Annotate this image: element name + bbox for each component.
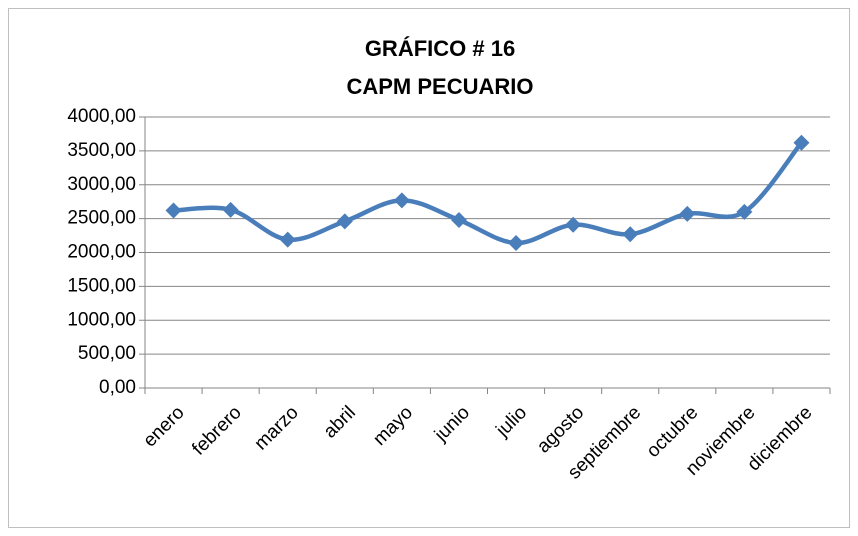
y-tick-label: 4000,00 — [67, 106, 136, 127]
y-tick-label: 3500,00 — [67, 140, 136, 161]
marker — [450, 211, 467, 228]
y-tick-label: 2500,00 — [67, 208, 136, 229]
marker — [736, 203, 753, 220]
marker — [165, 202, 182, 219]
chart-frame — [8, 8, 850, 528]
marker — [793, 134, 810, 151]
marker — [279, 231, 296, 248]
marker — [336, 213, 353, 230]
y-tick-label: 500,00 — [78, 343, 136, 364]
marker — [222, 201, 239, 218]
marker — [393, 192, 410, 209]
y-tick-label: 1500,00 — [67, 275, 136, 296]
chart-title: GRÁFICO # 16 — [365, 36, 515, 61]
marker — [565, 216, 582, 233]
y-tick-label: 3000,00 — [67, 174, 136, 195]
y-tick-label: 0,00 — [99, 377, 136, 398]
chart-subtitle: CAPM PECUARIO — [346, 74, 533, 99]
marker — [508, 235, 525, 252]
marker — [622, 226, 639, 243]
y-tick-label: 2000,00 — [67, 242, 136, 263]
y-tick-label: 1000,00 — [67, 309, 136, 330]
marker — [679, 205, 696, 222]
